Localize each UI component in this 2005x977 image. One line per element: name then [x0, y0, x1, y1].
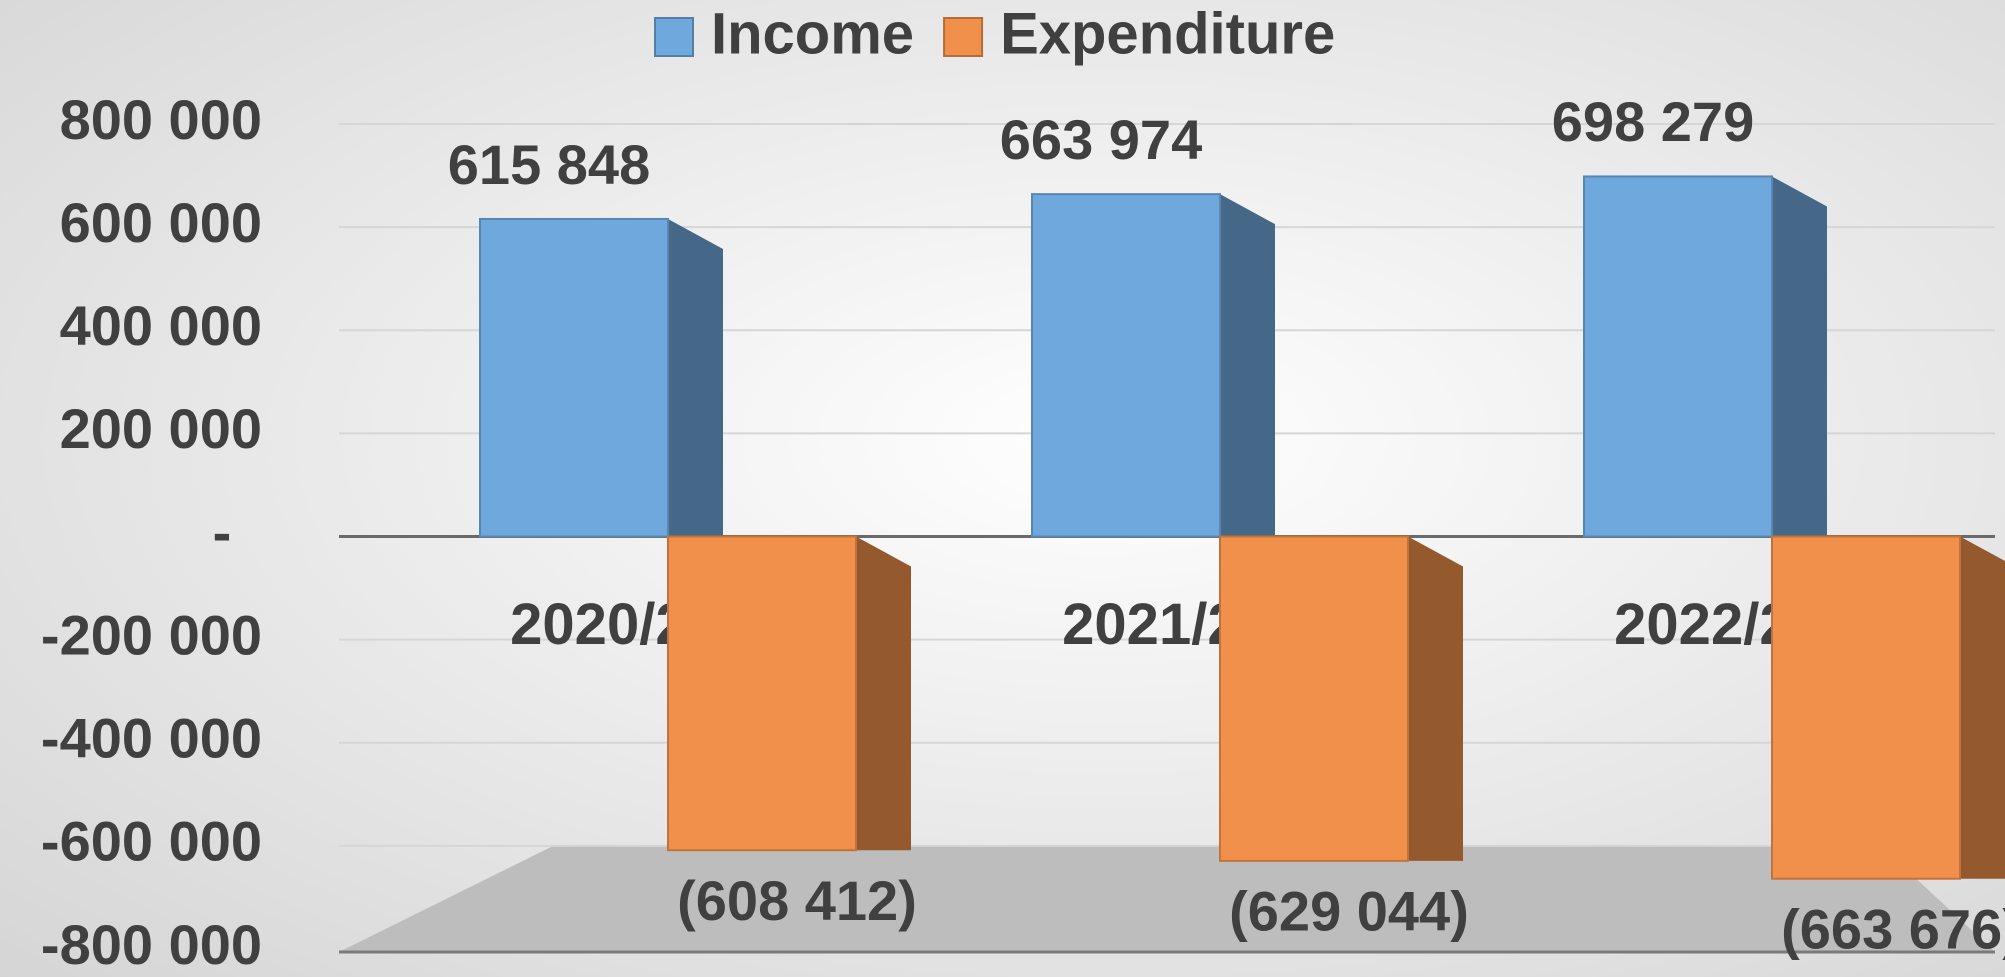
bar-side — [668, 218, 723, 537]
y-tick-label: 200 000 — [60, 397, 262, 460]
y-tick-label: 600 000 — [60, 191, 262, 254]
data-label: (629 044) — [1229, 880, 1469, 943]
y-tick-label: -800 000 — [41, 913, 262, 976]
data-label: 698 279 — [1552, 90, 1754, 153]
data-label: 663 974 — [1000, 108, 1202, 171]
bar — [1031, 193, 1221, 538]
y-tick-label: 800 000 — [60, 88, 262, 151]
legend-label: Income — [711, 1, 914, 66]
floor — [339, 845, 1995, 952]
bar — [479, 217, 669, 538]
bar — [1219, 535, 1409, 862]
bar-side — [1220, 194, 1275, 537]
y-tick-label: -400 000 — [41, 707, 262, 770]
data-label: 615 848 — [448, 133, 650, 196]
data-label: (608 412) — [677, 869, 917, 932]
bar-side — [1772, 176, 1827, 537]
y-tick-label: 400 000 — [60, 294, 262, 357]
data-label: (663 676) — [1781, 898, 2005, 961]
legend-label: Expenditure — [1000, 1, 1335, 66]
y-tick-label: -600 000 — [41, 810, 262, 873]
bar — [667, 535, 857, 852]
bar-side — [856, 536, 911, 851]
y-tick-label: -200 000 — [41, 603, 262, 666]
bar — [1583, 175, 1773, 538]
bar-side — [1960, 536, 2005, 879]
bar — [1771, 535, 1961, 880]
legend-swatch — [654, 17, 694, 57]
legend-swatch — [943, 17, 984, 57]
bar-side — [1408, 536, 1463, 861]
y-tick-label: - — [213, 500, 232, 563]
